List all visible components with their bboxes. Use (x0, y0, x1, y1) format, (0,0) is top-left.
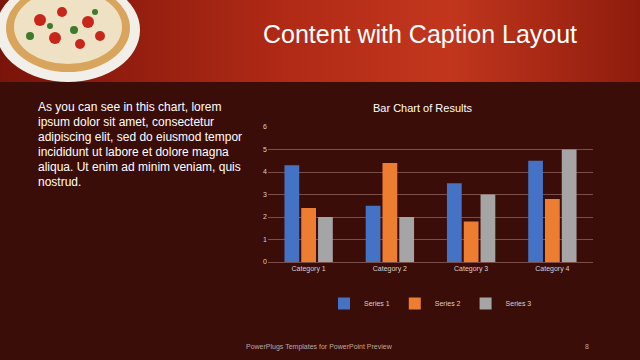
svg-text:Series 3: Series 3 (506, 300, 532, 307)
svg-text:Bar Chart of Results: Bar Chart of Results (373, 102, 473, 114)
html-text:As you can see in this chart,: As you can see in this chart, lorem ipsu… (38, 100, 243, 189)
html-text:PowerPlugs Templates for Power: PowerPlugs Templates for PowerPoint Prev… (246, 343, 392, 350)
svg-text:0: 0 (263, 258, 267, 265)
svg-text:Series 2: Series 2 (435, 300, 461, 307)
svg-text:Category 2: Category 2 (373, 265, 407, 273)
svg-text:1: 1 (263, 236, 267, 243)
svg-text:5: 5 (263, 146, 267, 153)
svg-text:Series 1: Series 1 (364, 300, 390, 307)
svg-text:6: 6 (263, 123, 267, 130)
svg-text:Category 4: Category 4 (535, 265, 569, 273)
html-text:8: 8 (585, 343, 589, 350)
svg-text:2: 2 (263, 213, 267, 220)
svg-text:Category 3: Category 3 (454, 265, 488, 273)
svg-text:4: 4 (263, 168, 267, 175)
svg-text:Category 1: Category 1 (292, 265, 326, 273)
svg-text:3: 3 (263, 191, 267, 198)
html-text:Content with Caption Layout: Content with Caption Layout (263, 20, 577, 48)
